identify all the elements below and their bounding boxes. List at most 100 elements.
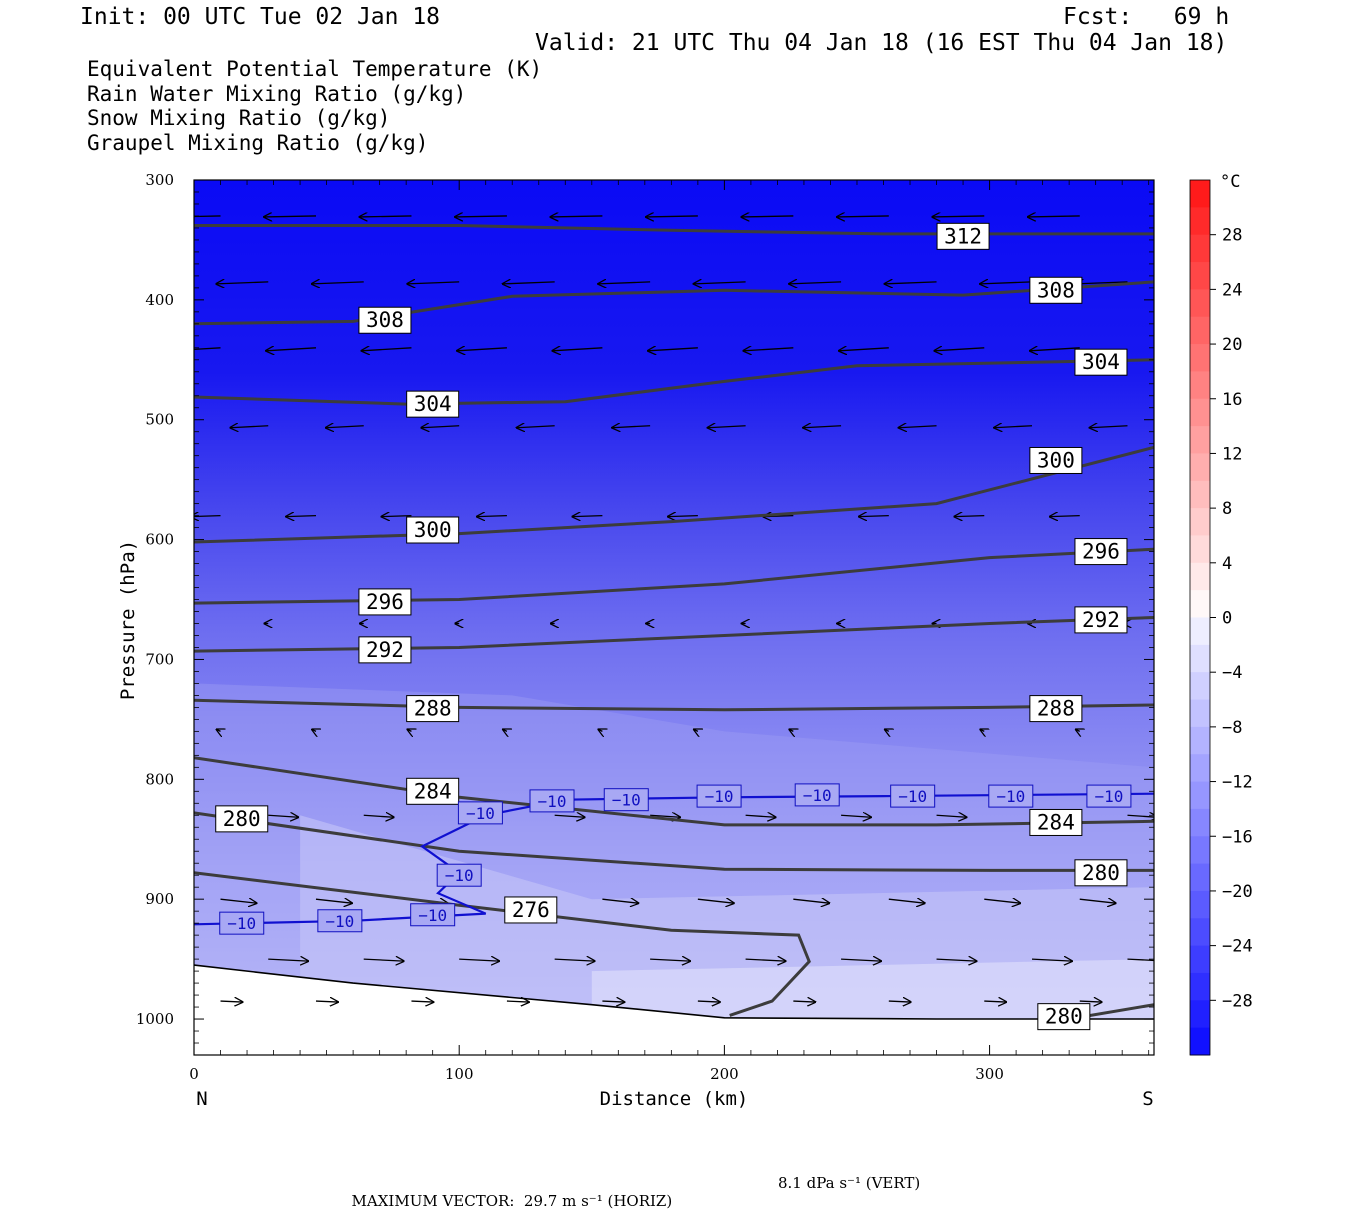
isotherm-label: −10	[529, 789, 575, 813]
theta-e-contour-304	[194, 358, 1154, 406]
wind-vector	[646, 216, 698, 217]
svg-text:292: 292	[366, 638, 404, 662]
theta-e-label-300: 300	[406, 516, 460, 544]
wind-vector	[803, 426, 842, 428]
colorbar-tick-label: 24	[1222, 280, 1242, 300]
colorbar-segment	[1190, 918, 1210, 947]
svg-text:−10: −10	[325, 912, 354, 931]
wind-vector	[407, 282, 460, 284]
wind-vector	[602, 1001, 624, 1002]
wind-vector	[503, 729, 507, 731]
theta-e-contour-284	[194, 756, 1154, 827]
forecast-hour: Fcst: 69 h	[1063, 4, 1230, 30]
x-tick-label: 100	[445, 1065, 474, 1083]
theta-e-contour-276	[194, 871, 811, 1017]
svg-text:−10: −10	[227, 914, 256, 933]
wind-vector	[888, 1001, 911, 1002]
wind-vector	[899, 426, 937, 428]
wind-vector	[741, 216, 794, 217]
colorbar-tick-label: 28	[1222, 226, 1242, 246]
legend-graupel: Graupel Mixing Ratio (g/kg)	[87, 131, 429, 155]
colorbar-segment	[1190, 289, 1210, 318]
colorbar-segment	[1190, 590, 1210, 618]
wind-vector	[932, 216, 985, 217]
wind-vector	[1030, 348, 1080, 351]
colorbar-tick-label: 8	[1222, 499, 1232, 519]
wind-vector	[1028, 216, 1080, 217]
wind-vector	[793, 899, 829, 903]
wind-vector	[503, 282, 555, 284]
theta-e-label-304: 304	[1074, 348, 1128, 376]
theta-e-label-296: 296	[1074, 538, 1128, 566]
colorbar-tick-label: −20	[1222, 882, 1253, 902]
wind-vector	[648, 348, 698, 351]
wind-vector	[936, 959, 977, 961]
colorbar-segment	[1190, 672, 1210, 701]
colorbar-unit: °C	[1220, 172, 1240, 192]
svg-text:−10: −10	[898, 787, 927, 806]
wind-vector	[411, 1001, 433, 1002]
svg-text:288: 288	[1037, 697, 1075, 721]
wind-vector	[650, 815, 680, 817]
wind-vector	[363, 959, 404, 961]
wind-vector	[1075, 282, 1128, 284]
y-tick-label: 300	[145, 171, 174, 189]
wind-vector	[455, 216, 507, 217]
svg-text:−10: −10	[996, 787, 1025, 806]
wind-vector	[572, 516, 603, 517]
colorbar-segment	[1190, 508, 1210, 536]
y-tick-label: 600	[145, 531, 174, 549]
wind-vector	[837, 216, 889, 217]
wind-vector	[194, 347, 221, 351]
legend-theta-e: Equivalent Potential Temperature (K)	[87, 57, 543, 81]
isotherm-label: −10	[457, 801, 503, 825]
wind-vector	[315, 899, 352, 903]
colorbar-tick-label: −12	[1222, 773, 1253, 793]
end-label-north: N	[196, 1088, 207, 1110]
terrain-fill	[194, 965, 1154, 1055]
colorbar-segment	[1190, 890, 1210, 919]
isotherm-label: −10	[410, 903, 456, 927]
theta-e-label-292: 292	[1074, 606, 1128, 634]
svg-text:−10: −10	[705, 787, 734, 806]
max-vector-text: MAXIMUM VECTOR: 29.7 m s⁻¹ (HORIZ) 8.1 d…	[342, 1174, 921, 1228]
x-tick-label: 300	[975, 1065, 1004, 1083]
theta-e-label-312: 312	[936, 222, 990, 250]
colorbar-segment	[1190, 863, 1210, 892]
theta-e-label-284: 284	[1029, 808, 1083, 836]
colorbar-tick-label: −16	[1222, 827, 1253, 847]
wind-vector	[312, 282, 364, 284]
theta-e-contour-312	[194, 224, 1154, 236]
colorbar-segment	[1190, 398, 1210, 427]
wind-vector	[980, 729, 984, 731]
wind-vector	[708, 426, 746, 428]
wind-vector	[421, 426, 460, 428]
svg-text:296: 296	[1082, 540, 1120, 564]
wind-vector	[954, 516, 985, 517]
wind-vector	[980, 282, 1033, 284]
theta-e-label-280: 280	[1074, 859, 1128, 887]
wind-vector	[697, 899, 734, 903]
x-tick-label: 200	[710, 1065, 739, 1083]
wind-vector	[264, 216, 317, 217]
wind-vector	[363, 815, 394, 817]
wind-vector	[697, 1001, 720, 1002]
theta-e-label-280: 280	[215, 805, 269, 833]
isotherm-label: −10	[988, 784, 1034, 808]
svg-text:312: 312	[944, 224, 982, 248]
wind-vector	[230, 426, 269, 428]
wind-vector	[1127, 815, 1154, 817]
wind-vector	[326, 426, 364, 428]
colorbar-segment	[1190, 371, 1210, 400]
wind-vector	[1089, 426, 1128, 428]
wind-vector	[407, 729, 411, 731]
wind-vector	[517, 426, 555, 428]
colorbar-segment	[1190, 344, 1210, 372]
colorbar-tick-label: −4	[1222, 663, 1242, 683]
wind-vector	[1050, 516, 1080, 517]
colorbar-segment	[1190, 562, 1210, 591]
svg-text:300: 300	[414, 518, 452, 542]
wind-vector	[598, 729, 602, 731]
theta-e-label-308: 308	[1029, 276, 1083, 304]
wind-vector	[312, 729, 316, 731]
